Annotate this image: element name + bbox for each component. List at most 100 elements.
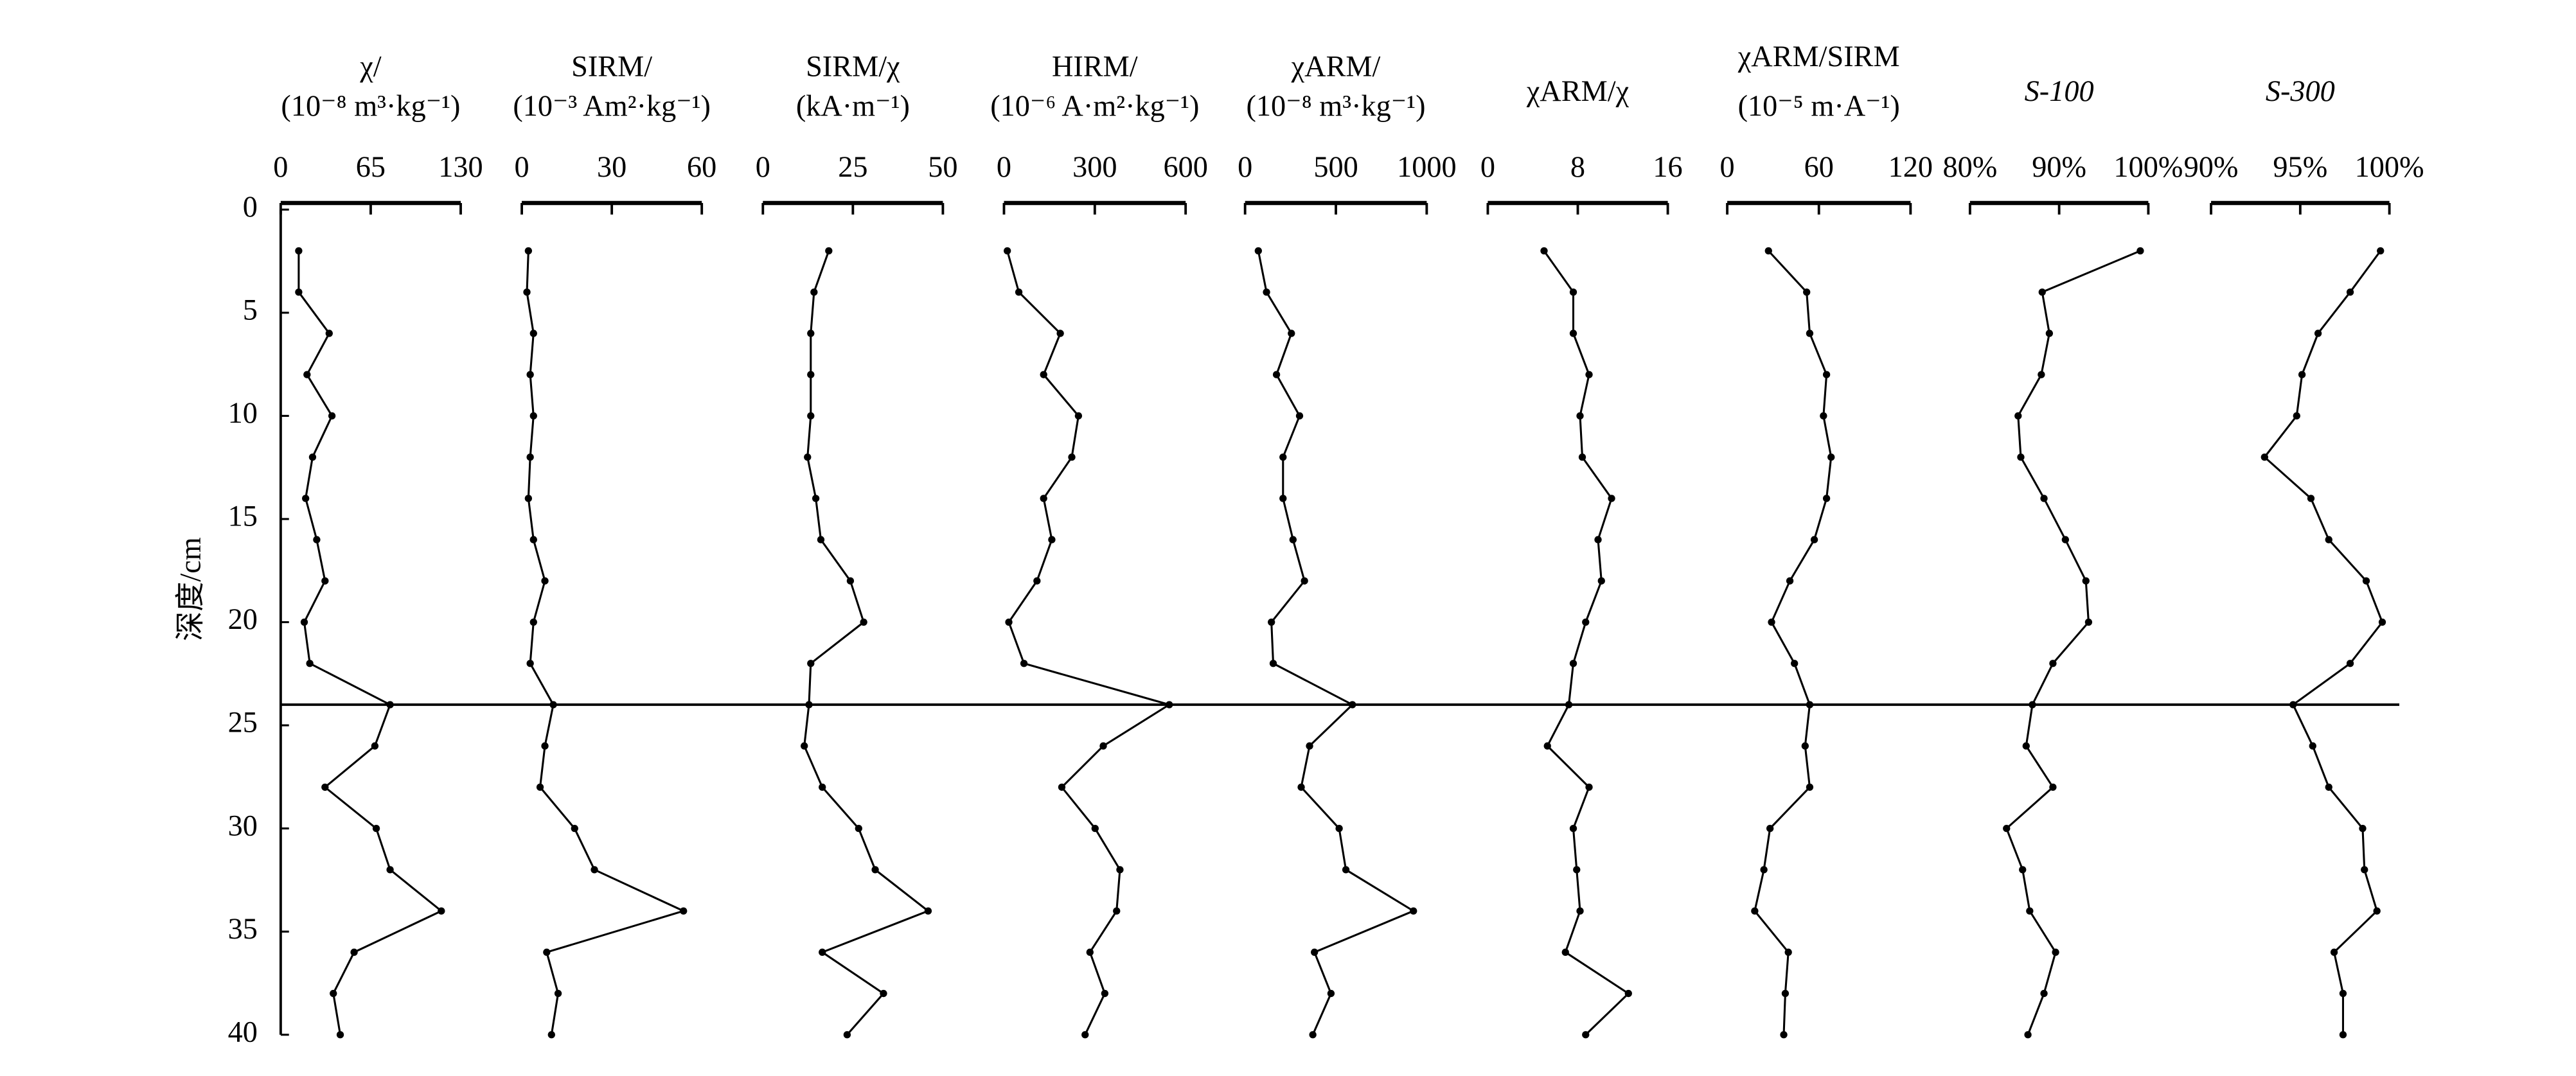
profile-line [1543,250,1630,1036]
data-point [1279,495,1287,502]
data-point [1272,371,1281,378]
data-point [308,453,317,461]
panel-title: (kA·m⁻¹) [796,90,910,123]
data-point [1791,660,1799,667]
panel-title: S-100 [2025,75,2094,108]
data-point [523,288,531,296]
data-point [2038,288,2046,296]
data-point [1806,701,1814,709]
data-point [2339,989,2347,998]
data-point [1074,412,1083,420]
data-point [1582,1031,1590,1039]
data-point [1585,371,1593,378]
data-point [2373,907,2381,915]
data-point [336,1031,344,1039]
data-point [2378,618,2386,626]
data-point [1288,330,1295,337]
data-point [2019,866,2027,874]
data-point [536,783,544,791]
x-tick-label: 65 [356,151,386,184]
data-point [1091,824,1099,833]
x-tick-label: 300 [1072,151,1117,184]
x-tick-label: 30 [597,151,626,184]
data-point [1801,742,1809,750]
data-point [372,824,380,833]
data-point [2024,1031,2032,1039]
data-point [371,742,379,750]
data-point [2029,701,2036,709]
data-point [817,536,825,543]
data-point [1784,948,1792,956]
data-point [1760,866,1768,874]
profile-line [526,251,687,1036]
data-point [1263,288,1270,296]
data-point [1781,989,1790,998]
panel-title: χARM/SIRM [1737,40,1900,73]
data-point [1585,783,1593,791]
x-tick-label: 100% [2113,151,2183,184]
data-point [541,742,549,750]
x-tick-label: 60 [687,151,716,184]
x-tick-label: 8 [1570,151,1585,184]
data-point [1058,783,1066,791]
data-point [1578,453,1586,461]
data-point [1033,577,1041,585]
data-point [2082,577,2090,585]
data-point [1410,907,1417,915]
data-point [1295,412,1304,420]
panel-title: (10⁻⁶ A·m²·kg⁻¹) [990,90,1199,123]
y-axis-label: 深度/cm [174,537,207,641]
data-point [2022,742,2030,750]
data-point [2325,536,2332,543]
panel-title: S-300 [2266,75,2335,108]
data-point [2045,330,2054,337]
data-point [386,701,394,709]
panel-title: (10⁻³ Am²·kg⁻¹) [513,90,711,123]
data-point [1573,866,1581,874]
profile-line [1006,251,1172,1036]
data-point [386,866,394,874]
data-point [1005,618,1013,626]
panel-title: (10⁻⁸ m³·kg⁻¹) [281,90,460,123]
data-point [2298,371,2306,378]
data-point [1820,412,1827,420]
data-point [1004,247,1011,255]
data-point [1806,330,1814,337]
y-tick-label: 0 [243,191,258,224]
data-point [804,453,812,461]
data-point [2061,536,2069,543]
data-point [524,495,533,502]
x-tick-label: 25 [838,151,867,184]
data-point [825,247,833,255]
data-point [2014,412,2022,420]
data-point [529,536,537,543]
data-point [1608,495,1615,502]
y-tick-label: 25 [228,707,258,739]
y-tick-label: 5 [243,294,258,326]
profile-line [803,250,930,1036]
data-point [2017,453,2025,461]
panel-title: χARM/χ [1526,75,1630,108]
data-point [1810,536,1818,543]
data-point [1068,453,1076,461]
panel-title: SIRM/χ [806,51,900,84]
data-point [1751,907,1759,915]
data-point [1254,247,1262,255]
data-point [1569,824,1577,833]
data-point [1269,660,1277,667]
data-point [541,577,549,585]
x-tick-label: 100% [2355,151,2424,184]
x-tick-label: 60 [1804,151,1834,184]
data-point [860,618,867,626]
data-point [1540,247,1548,255]
data-point [1289,536,1297,543]
data-point [1349,701,1356,709]
data-point [1803,288,1811,296]
data-point [295,288,303,296]
data-point [1335,824,1343,833]
profile-line [2263,250,2384,1035]
data-point [2325,783,2332,791]
data-point [306,660,314,667]
data-point [2084,618,2093,626]
data-point [2346,288,2354,296]
